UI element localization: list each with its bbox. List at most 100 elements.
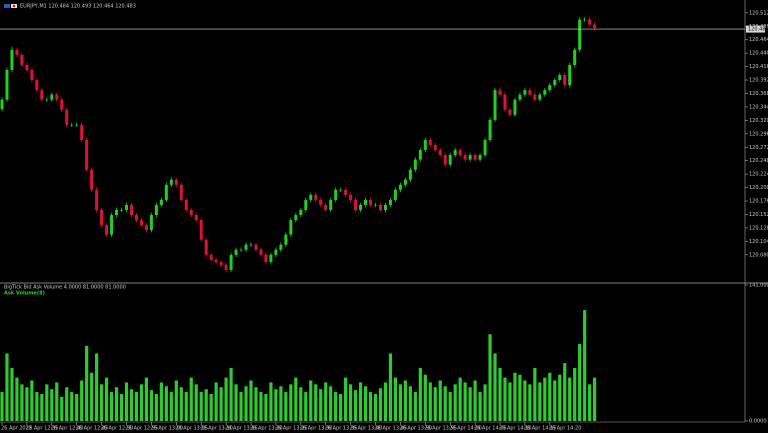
candle-body (45, 99, 49, 101)
candle-body (319, 199, 323, 205)
candle-body (20, 54, 24, 65)
volume-bar (503, 377, 507, 421)
candle-body (259, 249, 263, 255)
candle-body (359, 204, 363, 210)
candle-body (5, 69, 9, 100)
volume-bar (324, 382, 328, 421)
candle-body (528, 90, 532, 95)
volume-bar (95, 353, 99, 421)
candle-body (349, 194, 353, 200)
volume-bar (199, 392, 203, 421)
volume-bar (75, 393, 79, 421)
candle-body (75, 124, 79, 126)
candle-body (548, 85, 552, 91)
candle-body (473, 155, 477, 160)
volume-bar (189, 377, 193, 421)
volume-bar (85, 345, 89, 421)
y-tick-label: 120.128 (749, 225, 768, 231)
candle-body (55, 94, 59, 100)
x-tick-label: 26 Apr 14:00 (449, 426, 482, 432)
candle-body (60, 99, 64, 110)
volume-bar (498, 367, 502, 421)
candle-body (493, 90, 497, 120)
volume-bar (563, 363, 567, 421)
volume-bar (5, 353, 9, 421)
volume-bar (588, 384, 592, 421)
volume-bar (458, 377, 462, 421)
volume-bar (538, 382, 542, 421)
x-tick-label: 26 Apr 2022 (1, 426, 32, 432)
candle-body (448, 155, 452, 165)
volume-bar (259, 392, 263, 421)
volume-bar (209, 393, 213, 421)
volume-bar (129, 389, 134, 421)
volume-bar (35, 392, 39, 421)
x-tick-label: 26 Apr 13:45 (375, 426, 408, 432)
y-tick-label: 120.200 (749, 185, 768, 191)
volume-bar (119, 393, 124, 421)
candle-body (369, 199, 373, 205)
candle-body (110, 215, 114, 235)
x-tick-label: 26 Apr 12:40 (51, 426, 84, 432)
y-tick-label: 120.464 (749, 37, 768, 43)
x-tick-label: 26 Apr 12:50 (101, 426, 134, 432)
x-tick-label: 26 Apr 13:25 (275, 426, 308, 432)
x-tick-label: 26 Apr 13:05 (175, 426, 208, 432)
y-tick-label: 120.344 (749, 104, 768, 110)
candle-body (194, 215, 198, 221)
candle-body (344, 189, 348, 195)
volume-bar (304, 392, 308, 421)
volume-bar (194, 384, 198, 421)
candle-body (304, 199, 308, 210)
candle-body (558, 75, 562, 81)
candle-body (393, 189, 397, 200)
candle-body (428, 139, 432, 146)
candle-body (438, 150, 442, 156)
y-tick-label: 120.296 (749, 131, 768, 137)
volume-bar (568, 377, 572, 421)
symbol-info: EURJPY,M1 120.484 120.493 120.464 120.48… (20, 4, 136, 10)
x-tick-label: 26 Apr 13:00 (150, 426, 183, 432)
volume-bar (523, 380, 527, 421)
candle-body (199, 220, 203, 240)
volume-bar (493, 353, 497, 421)
x-tick-label: 26 Apr 13:30 (300, 426, 333, 432)
candle-body (179, 184, 183, 200)
candle-body (458, 150, 462, 156)
candle-body (214, 259, 218, 263)
x-tick-label: 26 Apr 13:20 (250, 426, 283, 432)
candle-body (269, 254, 273, 263)
candle-body (523, 90, 527, 95)
candle-body (563, 75, 567, 86)
candle-body (50, 94, 54, 100)
volume-bar (184, 392, 188, 421)
volume-bar (40, 393, 44, 421)
volume-bar (25, 387, 29, 421)
candle-body (35, 80, 39, 91)
volume-bar (508, 382, 512, 421)
candle-body (229, 254, 233, 270)
volume-bar (383, 382, 388, 421)
x-tick-label: 26 Apr 13:40 (350, 426, 383, 432)
volume-bar (334, 392, 338, 421)
candle-body (154, 204, 158, 216)
volume-bar (30, 380, 34, 421)
volume-bar (513, 372, 517, 421)
candle-body (354, 199, 358, 210)
volume-bar (174, 380, 178, 421)
volume-bar (80, 380, 84, 421)
volume-y-tick-label: 141.0000 (749, 283, 768, 289)
candle-body (30, 69, 34, 81)
volume-bar (518, 374, 522, 421)
volume-bar (443, 386, 447, 421)
candle-body (588, 19, 592, 25)
y-tick-label: 120.320 (749, 118, 768, 124)
candle-body (513, 99, 517, 115)
volume-bar (100, 384, 104, 421)
volume-bar (309, 380, 313, 421)
candle-body (169, 179, 173, 185)
volume-bar (533, 367, 537, 421)
candle-body (10, 49, 14, 70)
current-price-label: 120.483 (748, 27, 768, 33)
volume-bar (358, 382, 363, 421)
